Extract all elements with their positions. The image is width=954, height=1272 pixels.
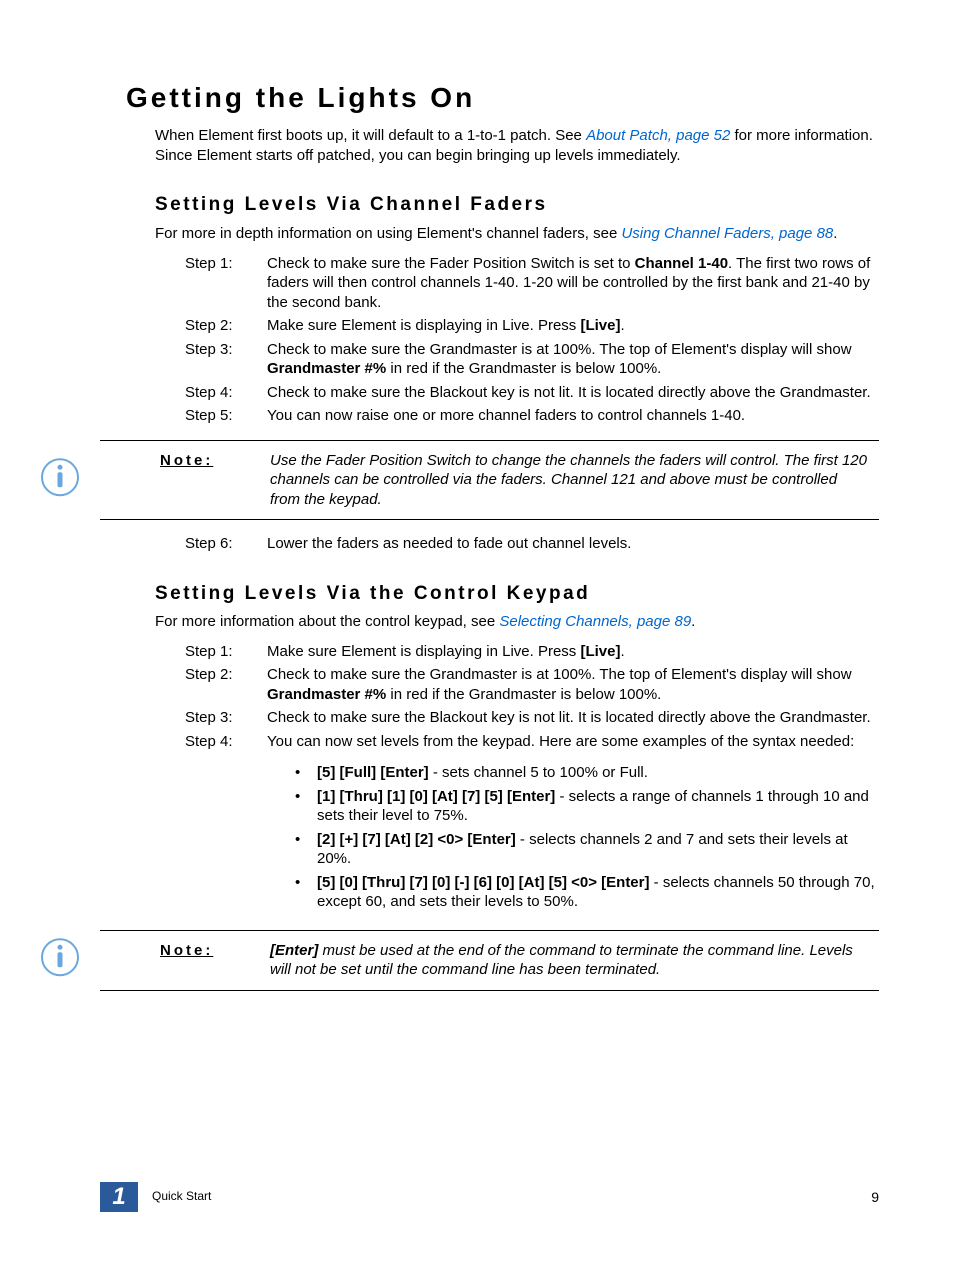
step-row: Step 2:Make sure Element is displaying i… — [185, 316, 879, 336]
section1-steps: Step 1:Check to make sure the Fader Posi… — [185, 254, 879, 426]
step-row: Step 1:Check to make sure the Fader Posi… — [185, 254, 879, 313]
section1-note: Note: Use the Fader Position Switch to c… — [100, 440, 879, 521]
step-text: Check to make sure the Blackout key is n… — [267, 708, 879, 728]
step-row: Step 4:You can now set levels from the k… — [185, 732, 879, 752]
section2-steps: Step 1:Make sure Element is displaying i… — [185, 642, 879, 752]
step-row: Step 2:Check to make sure the Grandmaste… — [185, 665, 879, 704]
page-footer: 1 Quick Start 9 — [100, 1182, 879, 1212]
step-text: Make sure Element is displaying in Live.… — [267, 642, 879, 662]
intro-paragraph: When Element first boots up, it will def… — [155, 126, 879, 165]
step-label: Step 4: — [185, 732, 267, 752]
section1-intro-2: . — [833, 225, 837, 242]
note-rest: must be used at the end of the command t… — [270, 942, 853, 979]
example-list: [5] [Full] [Enter] - sets channel 5 to 1… — [292, 763, 879, 912]
page-number: 9 — [871, 1188, 879, 1206]
step-label: Step 2: — [185, 665, 267, 704]
chapter-title: Quick Start — [152, 1189, 871, 1205]
example-item: [1] [Thru] [1] [0] [At] [7] [5] [Enter] … — [292, 787, 879, 826]
note-text: [Enter] must be used at the end of the c… — [230, 941, 879, 980]
step-text: Check to make sure the Grandmaster is at… — [267, 340, 879, 379]
step-row: Step 1:Make sure Element is displaying i… — [185, 642, 879, 662]
section2-intro-2: . — [691, 613, 695, 630]
step-text: Lower the faders as needed to fade out c… — [267, 534, 879, 554]
step-label: Step 5: — [185, 406, 267, 426]
about-patch-link[interactable]: About Patch, page 52 — [586, 127, 730, 144]
section1-heading: Setting Levels Via Channel Faders — [155, 193, 879, 218]
step-label: Step 1: — [185, 254, 267, 313]
step-text: You can now set levels from the keypad. … — [267, 732, 879, 752]
note-bold: [Enter] — [270, 942, 318, 959]
step-row: Step 3:Check to make sure the Grandmaste… — [185, 340, 879, 379]
note-label: Note: — [100, 451, 230, 510]
step-row: Step 5:You can now raise one or more cha… — [185, 406, 879, 426]
section2-intro-1: For more information about the control k… — [155, 613, 499, 630]
step-text: Make sure Element is displaying in Live.… — [267, 316, 879, 336]
example-item: [2] [+] [7] [At] [2] <0> [Enter] - selec… — [292, 830, 879, 869]
step-label: Step 3: — [185, 340, 267, 379]
using-channel-faders-link[interactable]: Using Channel Faders, page 88 — [621, 225, 833, 242]
selecting-channels-link[interactable]: Selecting Channels, page 89 — [499, 613, 691, 630]
section2-note: Note: [Enter] must be used at the end of… — [100, 930, 879, 991]
section1-step6: Step 6: Lower the faders as needed to fa… — [185, 534, 879, 554]
section1-intro: For more in depth information on using E… — [155, 224, 879, 244]
section2-heading: Setting Levels Via the Control Keypad — [155, 582, 879, 607]
step-text: Check to make sure the Grandmaster is at… — [267, 665, 879, 704]
info-icon — [40, 938, 80, 984]
step-label: Step 6: — [185, 534, 267, 554]
step-label: Step 4: — [185, 383, 267, 403]
note-label: Note: — [100, 941, 230, 980]
step-row: Step 4:Check to make sure the Blackout k… — [185, 383, 879, 403]
section2-examples-wrap: [5] [Full] [Enter] - sets channel 5 to 1… — [185, 763, 879, 916]
info-icon — [40, 457, 80, 503]
example-item: [5] [Full] [Enter] - sets channel 5 to 1… — [292, 763, 879, 783]
note-text: Use the Fader Position Switch to change … — [230, 451, 879, 510]
step-label: Step 2: — [185, 316, 267, 336]
intro-text-1: When Element first boots up, it will def… — [155, 127, 586, 144]
section1-intro-1: For more in depth information on using E… — [155, 225, 621, 242]
example-item: [5] [0] [Thru] [7] [0] [-] [6] [0] [At] … — [292, 873, 879, 912]
step-text: You can now raise one or more channel fa… — [267, 406, 879, 426]
step-text: Check to make sure the Blackout key is n… — [267, 383, 879, 403]
step-label: Step 1: — [185, 642, 267, 662]
main-heading: Getting the Lights On — [126, 80, 879, 116]
step-label: Step 3: — [185, 708, 267, 728]
step-text: Check to make sure the Fader Position Sw… — [267, 254, 879, 313]
chapter-badge: 1 — [100, 1182, 138, 1212]
section2-intro: For more information about the control k… — [155, 612, 879, 632]
step-row: Step 3:Check to make sure the Blackout k… — [185, 708, 879, 728]
